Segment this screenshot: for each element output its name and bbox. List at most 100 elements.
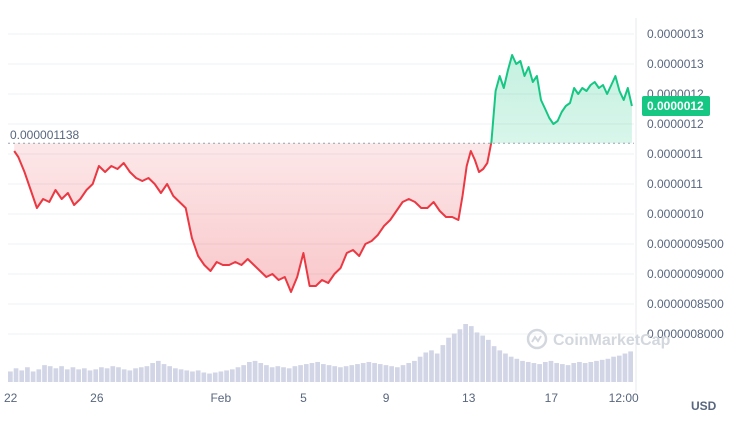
watermark: CoinMarketCap [526, 328, 671, 350]
volume-bar [269, 367, 275, 382]
x-tick-label: Feb [210, 391, 231, 405]
volume-bar [525, 361, 531, 382]
price-line-up [490, 54, 633, 144]
volume-bar [468, 326, 474, 382]
volume-bar [372, 363, 377, 382]
volume-bar [201, 372, 207, 382]
volume-bar [417, 356, 423, 382]
volume-bar [349, 365, 355, 382]
volume-bar [212, 372, 218, 382]
volume-bar [412, 360, 417, 382]
volume-bar [463, 324, 468, 382]
volume-bar [423, 352, 429, 382]
x-tick-label: 12:00 [609, 391, 639, 405]
volume-bar [229, 369, 235, 382]
volume-bar [258, 363, 264, 382]
volume-bar [309, 363, 315, 382]
volume-bar [503, 353, 508, 382]
volume-bar [383, 365, 389, 382]
volume-bar [178, 369, 184, 382]
y-tick-label: 0.0000009000 [647, 267, 724, 281]
volume-bar [531, 363, 537, 382]
volume-bar [326, 365, 332, 382]
x-tick-label: 13 [462, 391, 476, 405]
x-tick-label: 17 [545, 391, 559, 405]
volume-bars [8, 324, 633, 382]
volume-bar [451, 333, 457, 382]
y-tick-label: 0.0000010 [647, 207, 704, 221]
volume-bar [628, 351, 633, 382]
volume-bar [497, 350, 503, 382]
volume-bar [167, 366, 173, 382]
volume-bar [537, 364, 542, 382]
volume-bar [599, 359, 605, 382]
volume-bar [36, 369, 42, 382]
area-fill-down [14, 143, 632, 292]
volume-bar [252, 360, 258, 382]
volume-bar [70, 367, 76, 382]
volume-bar [30, 371, 36, 382]
volume-bar [116, 367, 121, 382]
y-tick-label: 0.0000013 [647, 27, 704, 41]
volume-bar [514, 358, 520, 382]
volume-bar [286, 368, 292, 382]
y-tick-label: 0.0000008500 [647, 297, 724, 311]
volume-bar [93, 369, 99, 382]
y-tick-label: 0.0000011 [647, 147, 703, 161]
volume-bar [264, 365, 269, 382]
volume-bar [474, 332, 480, 382]
volume-bar [577, 361, 582, 382]
volume-bar [155, 360, 161, 382]
price-area [14, 55, 632, 292]
volume-bar [355, 364, 360, 382]
volume-bar [394, 367, 400, 382]
volume-bar [486, 339, 491, 382]
volume-bar [440, 345, 446, 382]
volume-bar [406, 363, 412, 382]
volume-bar [366, 361, 372, 382]
volume-bar [560, 364, 565, 382]
volume-bar [87, 370, 93, 382]
current-price-badge-bg [642, 96, 710, 116]
volume-bar [400, 365, 406, 382]
volume-bar [64, 369, 70, 382]
volume-bar [173, 368, 178, 382]
volume-bar [446, 337, 451, 382]
volume-bar [582, 363, 588, 382]
volume-bar [150, 363, 155, 382]
volume-bar [207, 373, 212, 382]
volume-bar [315, 361, 320, 382]
volume-bar [321, 364, 326, 382]
current-price-value: 0.0000012 [647, 99, 704, 113]
price-line-down [13, 143, 493, 293]
volume-bar [59, 366, 64, 382]
volume-bar [190, 371, 195, 382]
area-fill-up [491, 55, 632, 144]
reference-price-label: 0.000001138 [10, 128, 80, 142]
volume-bar [292, 366, 298, 382]
volume-bar [121, 369, 127, 382]
volume-bar [81, 368, 87, 382]
x-tick-label: 5 [300, 391, 307, 405]
volume-bar [548, 360, 554, 382]
y-tick-label: 0.0000008000 [647, 327, 724, 341]
volume-bar [53, 368, 59, 382]
y-tick-label: 0.0000009500 [647, 237, 724, 251]
volume-bar [104, 368, 110, 382]
volume-bar [13, 368, 19, 382]
volume-bar [184, 370, 190, 382]
volume-bar [25, 367, 30, 382]
volume-bar [616, 355, 622, 382]
y-tick-label: 0.0000013 [647, 57, 704, 71]
volume-bar [480, 335, 486, 382]
currency-unit-label: USD [691, 399, 717, 413]
volume-bar [19, 370, 25, 382]
volume-bar [218, 371, 224, 382]
volume-bar [161, 364, 167, 382]
volume-bar [389, 366, 394, 382]
volume-bar [554, 363, 560, 382]
price-line [13, 54, 633, 293]
volume-bar [360, 363, 366, 382]
watermark-text: CoinMarketCap [553, 332, 671, 349]
volume-bar [247, 361, 252, 382]
